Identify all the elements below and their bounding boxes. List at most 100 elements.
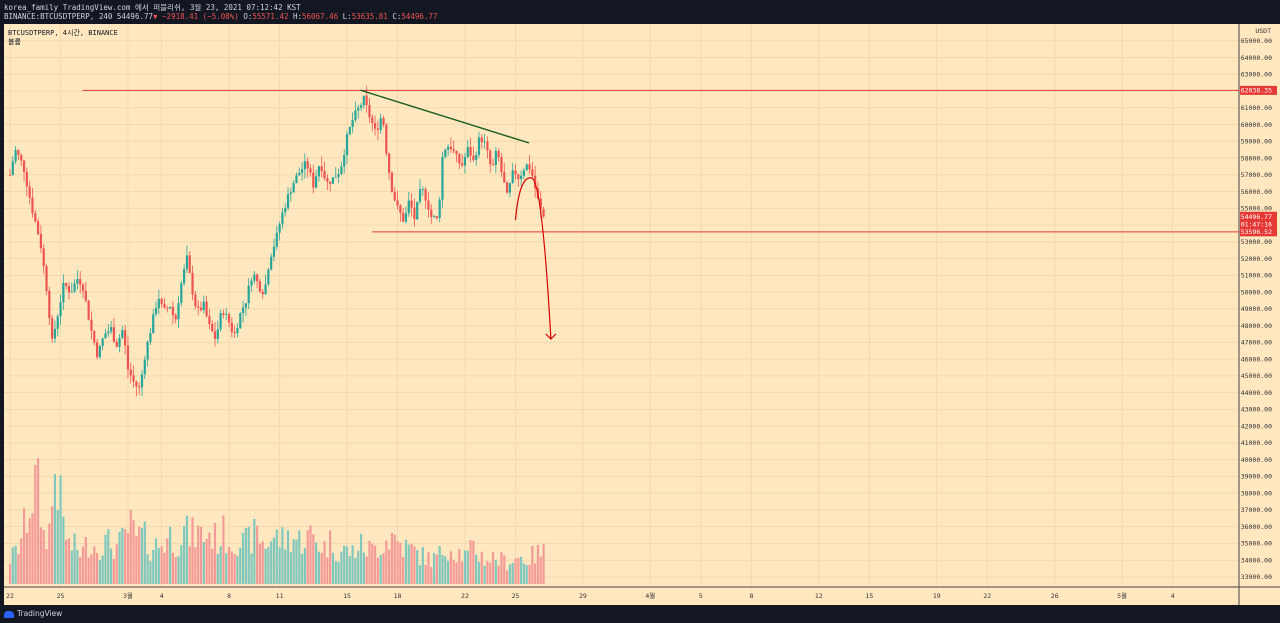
volume-label: 볼륨 bbox=[8, 38, 21, 46]
candle-body bbox=[267, 269, 270, 285]
volume-bar bbox=[219, 546, 222, 584]
volume-bar bbox=[424, 564, 427, 584]
volume-bar bbox=[449, 551, 453, 584]
candle-body bbox=[455, 151, 458, 155]
volume-bar bbox=[205, 538, 208, 584]
candle-body bbox=[146, 341, 149, 360]
volume-bar bbox=[477, 561, 481, 584]
candle-body bbox=[388, 153, 391, 173]
volume-bar bbox=[31, 513, 34, 584]
candle-body bbox=[340, 166, 343, 175]
time-tick-label: 4월 bbox=[645, 591, 655, 600]
candle-body bbox=[135, 381, 138, 387]
ohlc-readout: BINANCE:BTCUSDTPERP, 240 54496.77▼ −2918… bbox=[4, 12, 438, 22]
candle-body bbox=[191, 272, 194, 295]
candle-body bbox=[101, 338, 104, 347]
volume-bar bbox=[455, 562, 458, 584]
candle-body bbox=[424, 189, 427, 201]
candle-body bbox=[303, 161, 306, 170]
resistance-tag-label: 62038.35 bbox=[1241, 87, 1272, 95]
price-change: −2918.41 (−5.08%) bbox=[162, 12, 239, 21]
volume-bar bbox=[528, 564, 531, 584]
time-tick-label: 22 bbox=[983, 592, 991, 600]
volume-bar bbox=[309, 525, 312, 584]
volume-bar bbox=[281, 527, 284, 584]
price-chart[interactable]: 33000.00 34000.00 35000.00 36000.00 37000.00… bbox=[0, 24, 1280, 605]
candle-body bbox=[115, 341, 118, 347]
price-tick-label: 51000.00 bbox=[1241, 272, 1272, 280]
volume-bar bbox=[126, 533, 130, 584]
time-tick-label: 4 bbox=[1171, 592, 1175, 600]
publish-info: korea_family TradingView.com 에서 퍼블리쉬, 3월… bbox=[4, 3, 301, 12]
volume-bar bbox=[101, 555, 104, 584]
candle-body bbox=[95, 342, 99, 358]
candle-body bbox=[430, 209, 433, 217]
volume-bar bbox=[483, 565, 486, 584]
price-tick-label: 39000.00 bbox=[1241, 473, 1272, 481]
time-tick-label: 29 bbox=[579, 592, 587, 600]
price-tick-label: 40000.00 bbox=[1241, 456, 1272, 464]
volume-bar bbox=[264, 548, 267, 584]
volume-bar bbox=[388, 549, 391, 584]
volume-bar bbox=[357, 550, 360, 584]
time-tick-label: 25 bbox=[512, 592, 520, 600]
volume-bar bbox=[191, 517, 194, 584]
price-tick-label: 42000.00 bbox=[1241, 422, 1272, 430]
volume-bar bbox=[505, 570, 509, 584]
volume-bar bbox=[194, 547, 197, 584]
candle-body bbox=[295, 175, 298, 184]
volume-bar bbox=[28, 517, 31, 584]
candle-body bbox=[270, 256, 273, 270]
candle-body bbox=[531, 169, 534, 176]
candle-body bbox=[138, 386, 141, 388]
volume-bar bbox=[494, 559, 497, 584]
volume-bar bbox=[525, 565, 528, 584]
candle-body bbox=[331, 177, 335, 184]
candle-body bbox=[25, 171, 28, 187]
volume-bar bbox=[385, 540, 388, 584]
close-label: C: bbox=[392, 12, 402, 21]
candle-body bbox=[194, 294, 197, 307]
volume-bar bbox=[416, 550, 419, 584]
volume-bar bbox=[188, 546, 191, 584]
volume-bar bbox=[489, 562, 492, 584]
candle-body bbox=[418, 189, 422, 202]
volume-bar bbox=[118, 531, 121, 584]
volume-bar bbox=[230, 551, 233, 584]
volume-bar bbox=[93, 546, 96, 584]
candle-body bbox=[171, 306, 174, 316]
candle-body bbox=[503, 172, 506, 183]
candle-body bbox=[157, 298, 160, 309]
candle-body bbox=[53, 328, 57, 339]
candle-body bbox=[461, 163, 464, 166]
candle-body bbox=[222, 313, 225, 315]
time-tick-label: 8 bbox=[749, 592, 753, 600]
candle-body bbox=[489, 150, 492, 165]
volume-bar bbox=[351, 545, 354, 584]
candle-body bbox=[84, 290, 87, 301]
candle-body bbox=[284, 208, 287, 213]
candle-body bbox=[118, 337, 121, 347]
volume-bar bbox=[320, 552, 323, 584]
volume-bar bbox=[396, 541, 399, 584]
volume-bar bbox=[303, 547, 306, 584]
candle-body bbox=[256, 274, 259, 282]
volume-bar bbox=[286, 530, 290, 584]
volume-bar bbox=[250, 553, 253, 584]
volume-bar bbox=[180, 545, 183, 584]
volume-bar bbox=[208, 532, 211, 584]
volume-bar bbox=[463, 550, 467, 584]
candle-body bbox=[67, 286, 71, 293]
volume-bar bbox=[121, 527, 124, 584]
volume-bar bbox=[542, 543, 545, 584]
volume-bar bbox=[404, 539, 408, 584]
price-tick-label: 47000.00 bbox=[1241, 339, 1272, 347]
volume-bar bbox=[138, 526, 141, 584]
volume-bar bbox=[239, 547, 242, 584]
volume-bar bbox=[45, 549, 48, 584]
volume-bar bbox=[48, 523, 51, 584]
candle-body bbox=[62, 282, 65, 303]
candle-body bbox=[413, 207, 416, 220]
volume-bar bbox=[371, 543, 374, 584]
candle-body bbox=[219, 313, 222, 330]
